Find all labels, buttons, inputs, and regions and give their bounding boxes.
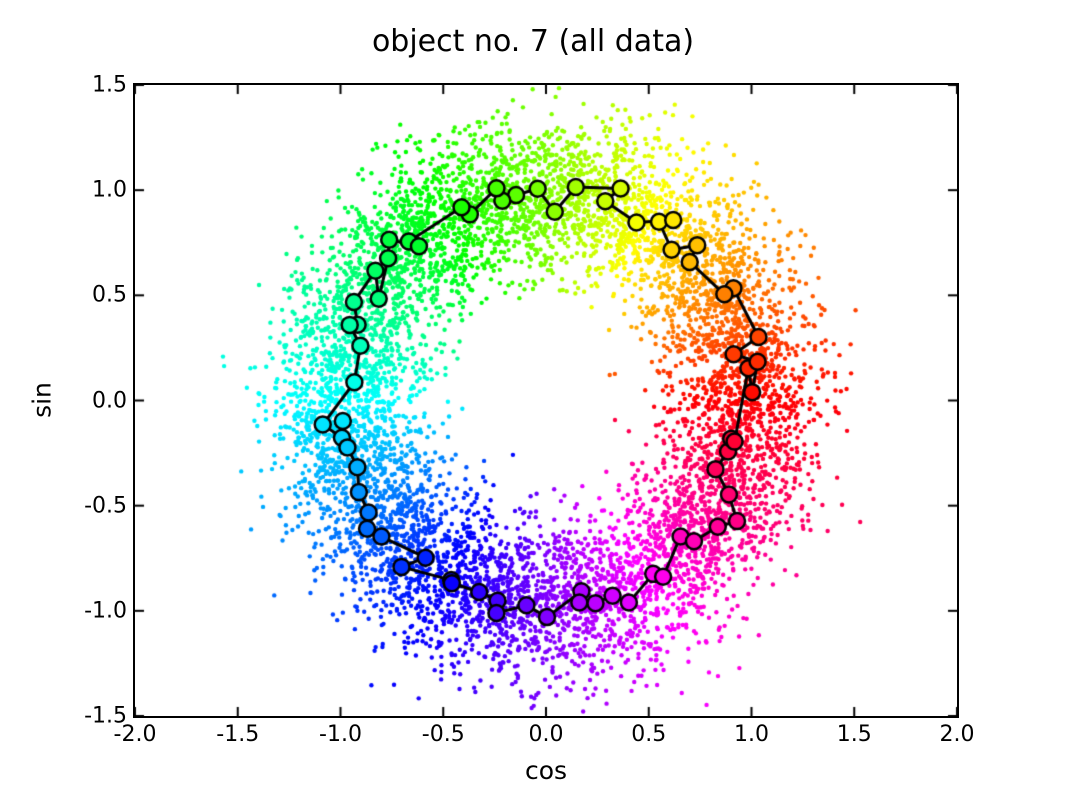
y-tick-label: 1.0	[92, 177, 127, 203]
x-tick-label: -1.0	[319, 722, 362, 747]
chart-title: object no. 7 (all data)	[371, 24, 695, 59]
x-tick-label: -0.5	[421, 722, 465, 747]
y-tick-label: -0.5	[84, 493, 127, 519]
x-axis-label: cos	[524, 756, 568, 785]
y-axis-label: sin	[27, 382, 57, 418]
x-tick-label: 2.0	[939, 722, 975, 747]
y-tick-label: -1.5	[84, 703, 127, 729]
scatter-plot-canvas	[135, 85, 957, 716]
y-tick-label: -1.0	[84, 598, 127, 624]
x-tick-label: -2.0	[113, 722, 157, 747]
x-tick-label: 1.0	[734, 722, 769, 747]
y-tick-label: 0.5	[92, 282, 127, 308]
x-tick-label: 0.5	[631, 722, 667, 747]
y-tick-label: 1.5	[92, 72, 127, 98]
x-tick-label: 1.5	[836, 722, 872, 747]
y-tick-label: 0.0	[92, 388, 127, 413]
x-tick-label: -1.5	[216, 722, 260, 747]
x-tick-label: 0.0	[528, 722, 564, 747]
